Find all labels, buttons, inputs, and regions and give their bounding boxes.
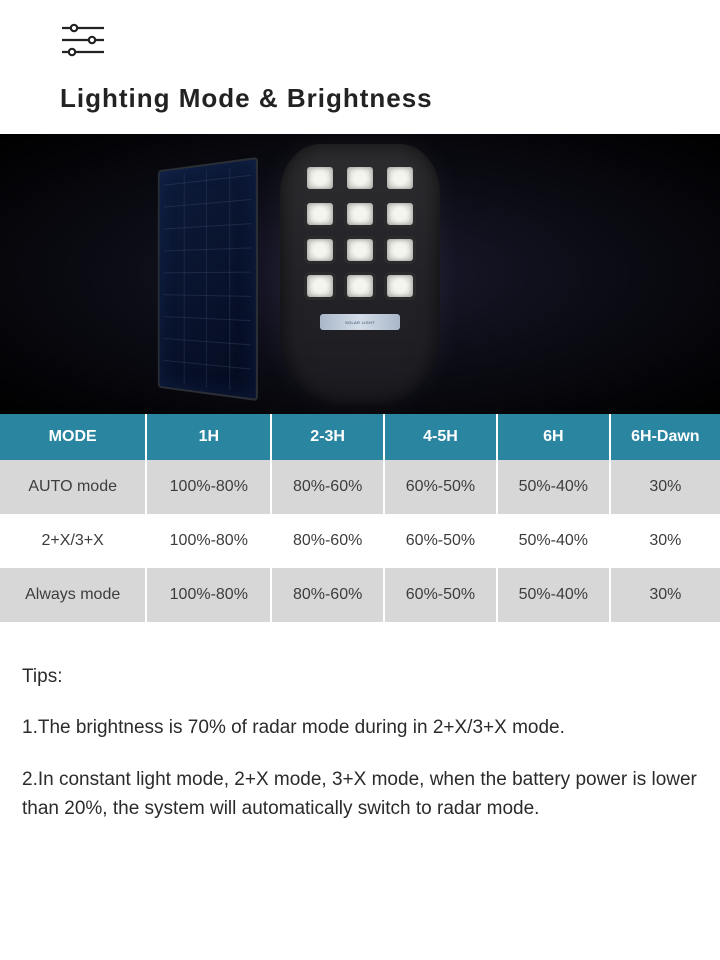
solar-panel <box>158 157 258 401</box>
tips-heading: Tips: <box>22 662 698 691</box>
cell: 50%-40% <box>497 568 610 622</box>
cell: Always mode <box>0 568 146 622</box>
table-row: Always mode 100%-80% 80%-60% 60%-50% 50%… <box>0 568 720 622</box>
table-row: AUTO mode 100%-80% 80%-60% 60%-50% 50%-4… <box>0 460 720 514</box>
cell: 80%-60% <box>271 514 384 568</box>
cell: 60%-50% <box>384 460 497 514</box>
col-header: 6H-Dawn <box>610 414 720 460</box>
table-row: 2+X/3+X 100%-80% 80%-60% 60%-50% 50%-40%… <box>0 514 720 568</box>
cell: 100%-80% <box>146 460 271 514</box>
cell: 80%-60% <box>271 568 384 622</box>
tips-section: Tips: 1.The brightness is 70% of radar m… <box>0 622 720 866</box>
cell: 30% <box>610 514 720 568</box>
col-header: 2-3H <box>271 414 384 460</box>
cell: 100%-80% <box>146 514 271 568</box>
cell: 30% <box>610 568 720 622</box>
brightness-table: MODE 1H 2-3H 4-5H 6H 6H-Dawn AUTO mode 1… <box>0 414 720 622</box>
col-header: 6H <box>497 414 610 460</box>
product-hero-image: SOLAR LIGHT <box>0 134 720 414</box>
table-header-row: MODE 1H 2-3H 4-5H 6H 6H-Dawn <box>0 414 720 460</box>
tip-item: 1.The brightness is 70% of radar mode du… <box>22 713 698 742</box>
cell: AUTO mode <box>0 460 146 514</box>
cell: 60%-50% <box>384 568 497 622</box>
led-grid <box>304 164 416 300</box>
settings-slider-icon <box>60 20 720 65</box>
cell: 30% <box>610 460 720 514</box>
lamp-body: SOLAR LIGHT <box>280 144 440 404</box>
cell: 50%-40% <box>497 460 610 514</box>
cell: 100%-80% <box>146 568 271 622</box>
col-header: 1H <box>146 414 271 460</box>
cell: 80%-60% <box>271 460 384 514</box>
header: Lighting Mode & Brightness <box>0 0 720 114</box>
col-header: 4-5H <box>384 414 497 460</box>
sensor-label: SOLAR LIGHT <box>320 314 400 330</box>
cell: 60%-50% <box>384 514 497 568</box>
cell: 2+X/3+X <box>0 514 146 568</box>
page-title: Lighting Mode & Brightness <box>60 83 720 114</box>
cell: 50%-40% <box>497 514 610 568</box>
tip-item: 2.In constant light mode, 2+X mode, 3+X … <box>22 765 698 824</box>
col-header: MODE <box>0 414 146 460</box>
